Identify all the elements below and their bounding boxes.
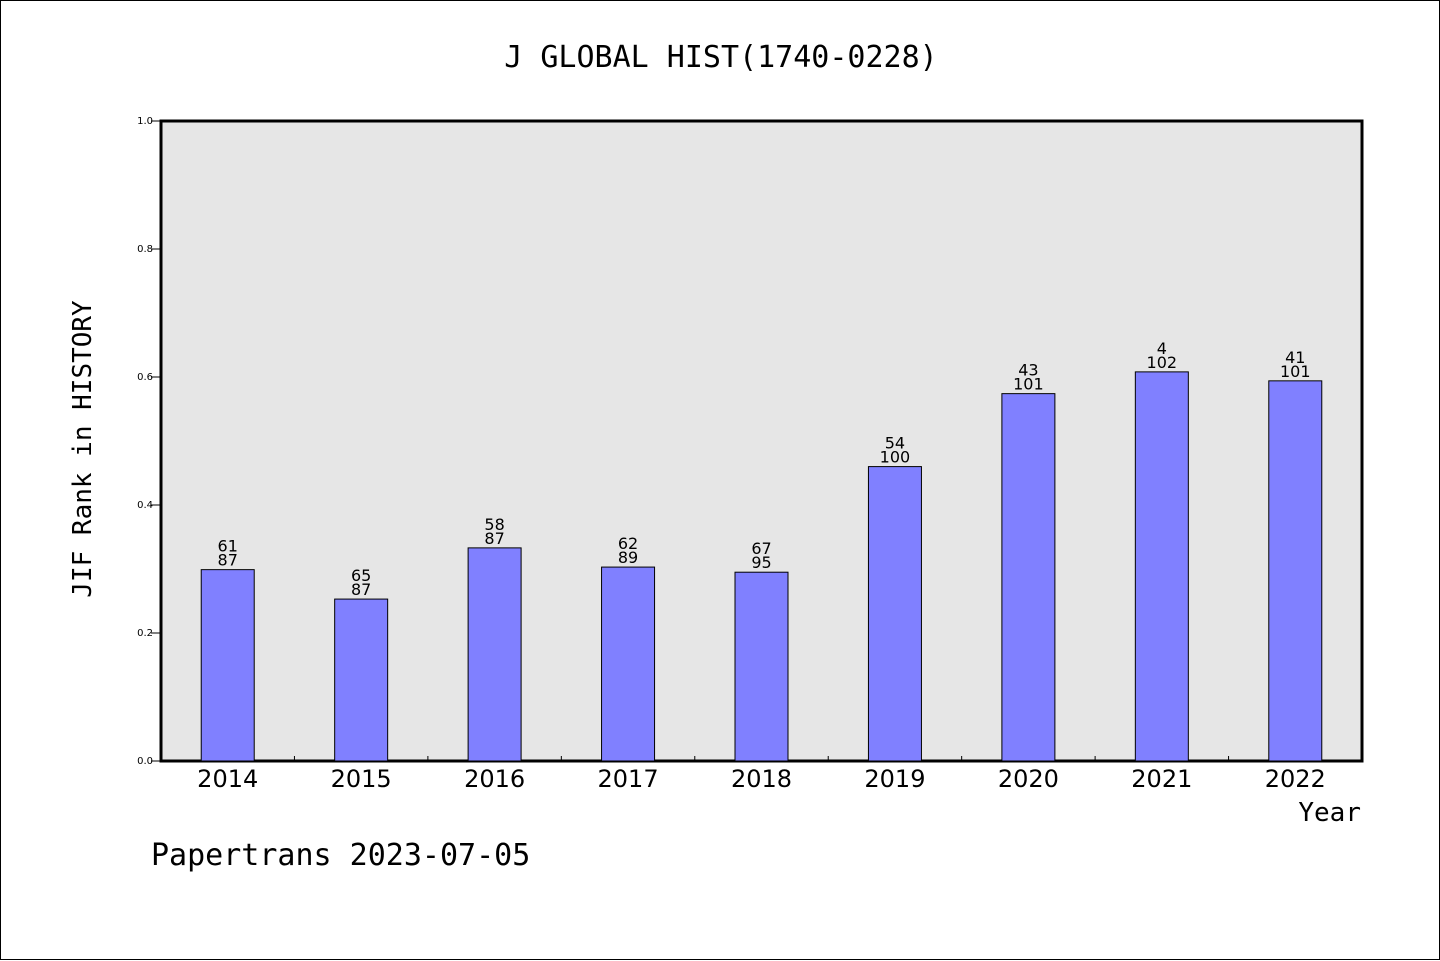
bar-rank-label: 54 <box>885 434 905 453</box>
y-tick-label: 0.0 <box>137 756 153 767</box>
bar <box>200 569 255 762</box>
bar <box>1001 393 1056 762</box>
bar-rank-label: 62 <box>618 534 638 553</box>
x-axis-label: Year <box>1298 798 1361 828</box>
bar-rank-label: 58 <box>484 515 504 534</box>
x-tick-label: 2016 <box>464 765 525 793</box>
bar <box>1134 371 1189 762</box>
x-tick-label: 2014 <box>197 765 258 793</box>
x-tick-label: 2015 <box>331 765 392 793</box>
bar-total-label: 101 <box>1280 362 1311 381</box>
x-tick-label: 2022 <box>1265 765 1326 793</box>
footer-credit: Papertrans 2023-07-05 <box>151 838 530 873</box>
bar-rank-label: 65 <box>351 566 371 585</box>
bar-rank-label: 43 <box>1018 361 1038 380</box>
bar-total-label: 89 <box>618 548 638 567</box>
chart-title: J GLOBAL HIST(1740-0228) <box>504 40 937 75</box>
bar <box>1268 380 1323 762</box>
bar-total-label: 87 <box>351 580 371 599</box>
bar-total-label: 100 <box>880 448 911 467</box>
bar <box>467 547 522 762</box>
x-axis: 2014 2015 2016 2017 2018 2019 2020 2021 2022 <box>197 756 1326 793</box>
x-tick-label: 2021 <box>1131 765 1192 793</box>
x-tick-label: 2018 <box>731 765 792 793</box>
bar-total-label: 95 <box>751 553 771 572</box>
x-tick-label: 2017 <box>598 765 659 793</box>
bar <box>867 466 922 762</box>
y-tick-label: 0.8 <box>137 244 153 255</box>
y-tick-label: 0.4 <box>137 500 153 511</box>
y-axis: 0.0 0.2 0.4 0.6 0.8 1.0 <box>137 116 161 767</box>
bar-rank-label: 4 <box>1157 339 1167 358</box>
bar <box>734 571 789 762</box>
y-tick-label: 1.0 <box>137 116 153 127</box>
y-tick-label: 0.2 <box>137 628 153 639</box>
bar-total-label: 87 <box>484 529 504 548</box>
y-tick-label: 0.6 <box>137 372 153 383</box>
bar-rank-label: 61 <box>218 537 238 556</box>
bar-total-label: 87 <box>218 551 238 570</box>
bar-total-label: 102 <box>1147 353 1178 372</box>
bar <box>334 598 389 762</box>
bar-rank-label: 67 <box>751 539 771 558</box>
bar-total-label: 101 <box>1013 375 1044 394</box>
x-tick-label: 2020 <box>998 765 1059 793</box>
x-tick-label: 2019 <box>864 765 925 793</box>
bar-rank-label: 41 <box>1285 348 1305 367</box>
bar <box>601 566 656 762</box>
y-axis-label: JIF Rank in HISTORY <box>68 300 98 598</box>
